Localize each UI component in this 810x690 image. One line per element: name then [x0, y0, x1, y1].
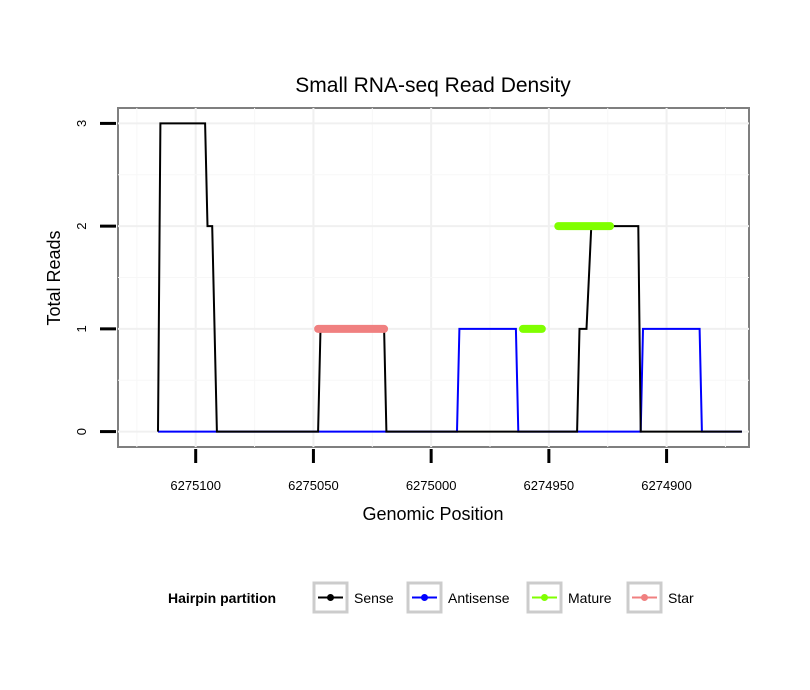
chart-title: Small RNA-seq Read Density — [295, 74, 571, 97]
series-layer — [157, 122, 742, 433]
legend-title: Hairpin partition — [168, 590, 276, 606]
legend-key-dot — [541, 594, 548, 601]
x-tick-label: 6274950 — [524, 478, 575, 493]
x-tick-label: 6275000 — [406, 478, 457, 493]
x-tick-label: 6274900 — [641, 478, 692, 493]
legend-label-mature: Mature — [568, 590, 612, 606]
legend-label-star: Star — [668, 590, 694, 606]
legend-key-dot — [421, 594, 428, 601]
x-tick-label: 6275100 — [170, 478, 221, 493]
y-axis: 0 1 2 3 — [74, 120, 116, 435]
series-antisense-line — [158, 327, 742, 433]
legend-key-dot — [327, 594, 334, 601]
legend-key-dot — [641, 594, 648, 601]
y-tick-label: 1 — [74, 325, 89, 332]
legend: Hairpin partition Sense Antisense Mature St… — [168, 581, 694, 614]
x-axis-title: Genomic Position — [362, 504, 503, 524]
legend-label-sense: Sense — [354, 590, 394, 606]
y-axis-title: Total Reads — [44, 230, 64, 325]
y-tick-label: 3 — [74, 120, 89, 127]
y-tick-label: 0 — [74, 428, 89, 435]
x-axis: 6275100 6275050 6275000 6274950 6274900 — [170, 449, 692, 493]
legend-label-antisense: Antisense — [448, 590, 510, 606]
x-tick-label: 6275050 — [288, 478, 339, 493]
y-tick-label: 2 — [74, 223, 89, 230]
